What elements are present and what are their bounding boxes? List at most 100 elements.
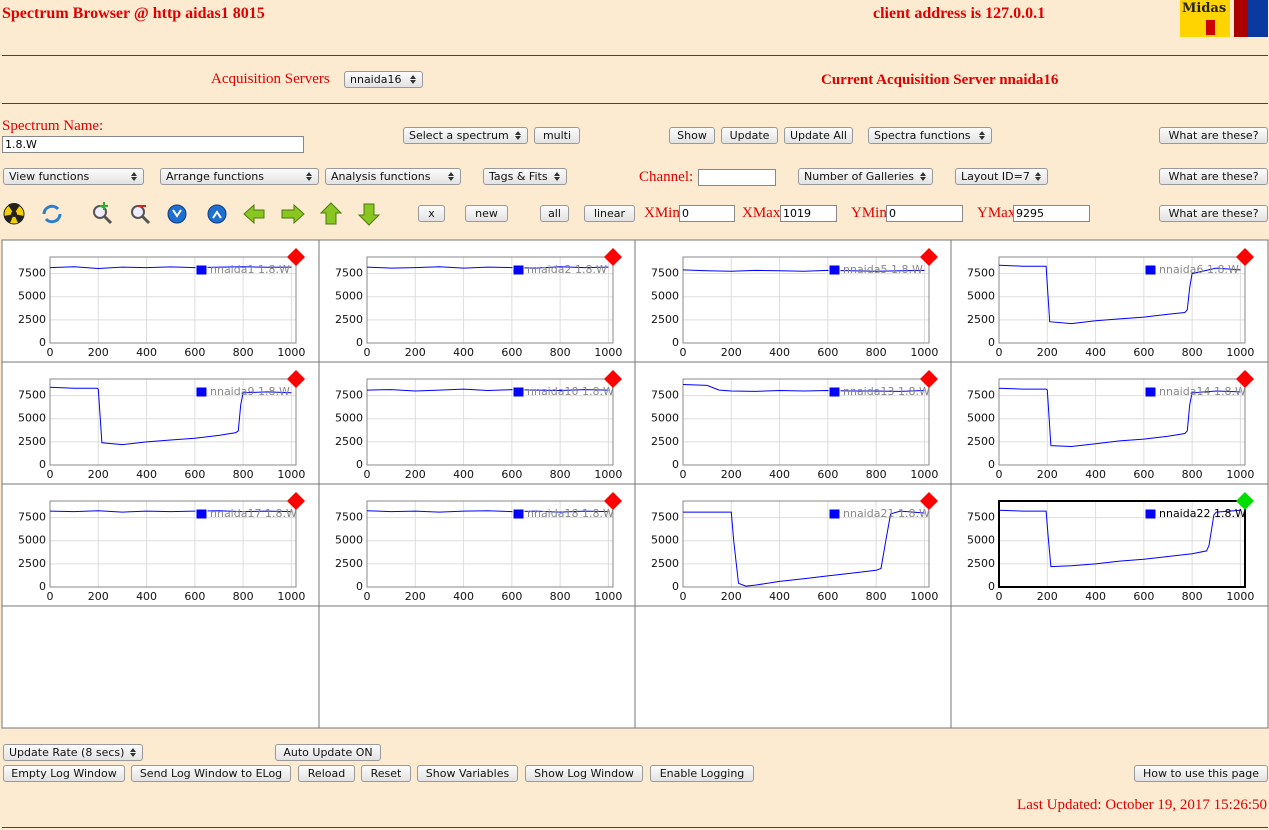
spectrum-line xyxy=(49,510,292,513)
spectrum-line xyxy=(998,264,1241,325)
y-tick-label: 2500 xyxy=(335,435,363,448)
plot-frame xyxy=(49,500,297,588)
update-rate-select[interactable]: Update Rate (8 secs) xyxy=(3,744,143,761)
radiation-icon[interactable] xyxy=(3,203,25,225)
status-indicator[interactable] xyxy=(604,248,622,266)
x-tick-label: 600 xyxy=(817,346,838,359)
legend-label: nnaida17 1.8.W xyxy=(210,507,297,520)
spectrum-cell xyxy=(318,239,636,363)
footer-button[interactable]: Reload xyxy=(298,765,355,782)
y-tick-label: 7500 xyxy=(335,267,363,280)
x-tick-label: 0 xyxy=(364,468,371,481)
x-tick-label: 800 xyxy=(550,590,571,603)
x-tick-label: 600 xyxy=(184,346,205,359)
how-to-button[interactable]: How to use this page xyxy=(1134,765,1268,782)
ymax-input[interactable] xyxy=(1013,205,1090,222)
status-indicator[interactable] xyxy=(1236,248,1254,266)
xmax-label: XMax xyxy=(742,205,781,221)
y-tick-label: 5000 xyxy=(18,412,46,425)
arrange-functions-select[interactable]: Arrange functions xyxy=(160,168,319,185)
x-tick-label: 0 xyxy=(996,346,1003,359)
clear-button[interactable]: x xyxy=(418,205,445,222)
zoom-out-icon[interactable] xyxy=(131,205,151,225)
status-indicator[interactable] xyxy=(920,370,938,388)
tags-fits-select[interactable]: Tags & Fits xyxy=(483,168,567,185)
status-indicator[interactable] xyxy=(1236,370,1254,388)
analysis-functions-select[interactable]: Analysis functions xyxy=(325,168,461,185)
plot-frame xyxy=(366,500,614,588)
spectra-functions-select[interactable]: Spectra functions xyxy=(868,127,992,144)
left-arrow-icon[interactable] xyxy=(243,203,265,225)
expand-up-icon[interactable] xyxy=(207,204,227,224)
scale-button[interactable]: linear xyxy=(584,205,635,222)
x-tick-label: 200 xyxy=(405,590,426,603)
x-tick-label: 600 xyxy=(817,590,838,603)
spectrum-cell xyxy=(634,361,952,485)
x-tick-label: 200 xyxy=(1037,590,1058,603)
galleries-select[interactable]: Number of Galleries xyxy=(798,168,933,185)
separator xyxy=(2,55,1268,56)
auto-update-button[interactable]: Auto Update ON xyxy=(275,744,381,761)
y-tick-label: 5000 xyxy=(651,290,679,303)
status-indicator[interactable] xyxy=(920,492,938,510)
new-button[interactable]: new xyxy=(465,205,508,222)
footer-button[interactable]: Reset xyxy=(361,765,411,782)
channel-input[interactable] xyxy=(698,169,776,186)
page-title: Spectrum Browser @ http aidas1 8015 xyxy=(2,5,265,22)
view-functions-select[interactable]: View functions xyxy=(3,168,144,185)
update-all-button[interactable]: Update All xyxy=(784,127,853,144)
help-button[interactable]: What are these? xyxy=(1159,205,1268,222)
status-indicator[interactable] xyxy=(604,492,622,510)
spectrum-cell xyxy=(950,239,1269,363)
help-button[interactable]: What are these? xyxy=(1159,127,1268,144)
status-indicator[interactable] xyxy=(287,248,305,266)
y-tick-label: 5000 xyxy=(335,534,363,547)
footer-button[interactable]: Send Log Window to ELog xyxy=(131,765,291,782)
plot-frame xyxy=(682,378,930,466)
spectrum-select[interactable]: Select a spectrum xyxy=(403,127,528,144)
help-button[interactable]: What are these? xyxy=(1159,168,1268,185)
xmin-input[interactable] xyxy=(679,205,735,222)
spectrum-cell xyxy=(634,239,952,363)
ymin-input[interactable] xyxy=(886,205,963,222)
y-tick-label: 2500 xyxy=(18,557,46,570)
all-button[interactable]: all xyxy=(540,205,569,222)
xmax-input[interactable] xyxy=(780,205,837,222)
y-tick-label: 5000 xyxy=(335,412,363,425)
x-tick-label: 0 xyxy=(47,346,54,359)
status-indicator[interactable] xyxy=(287,370,305,388)
footer-button[interactable]: Enable Logging xyxy=(650,765,754,782)
legend-swatch xyxy=(512,264,525,276)
show-button[interactable]: Show xyxy=(669,127,715,144)
layout-select[interactable]: Layout ID=7 xyxy=(955,168,1048,185)
zoom-in-icon[interactable] xyxy=(93,202,113,225)
multi-button[interactable]: multi xyxy=(534,127,580,144)
footer-button[interactable]: Show Log Window xyxy=(525,765,643,782)
expand-down-icon[interactable] xyxy=(167,204,187,224)
status-indicator[interactable] xyxy=(1236,492,1254,510)
status-indicator[interactable] xyxy=(287,492,305,510)
y-tick-label: 0 xyxy=(39,458,46,471)
server-select[interactable]: nnaida16 xyxy=(344,71,423,88)
footer-button[interactable]: Show Variables xyxy=(417,765,518,782)
y-tick-label: 5000 xyxy=(967,412,995,425)
refresh-icon[interactable] xyxy=(42,204,62,224)
footer-button[interactable]: Empty Log Window xyxy=(3,765,125,782)
x-tick-label: 600 xyxy=(501,346,522,359)
status-indicator[interactable] xyxy=(920,248,938,266)
x-tick-label: 400 xyxy=(136,346,157,359)
right-arrow-icon[interactable] xyxy=(281,203,305,225)
y-tick-label: 2500 xyxy=(967,435,995,448)
toolbar-icons xyxy=(3,202,381,226)
spectrum-input[interactable] xyxy=(2,136,304,153)
down-arrow-icon[interactable] xyxy=(357,203,381,226)
ymin-label: YMin xyxy=(851,205,887,221)
x-tick-label: 800 xyxy=(550,468,571,481)
x-tick-label: 0 xyxy=(364,346,371,359)
midas-logo: Midas xyxy=(1180,0,1230,37)
x-tick-label: 200 xyxy=(405,468,426,481)
up-arrow-icon[interactable] xyxy=(319,202,343,225)
update-button[interactable]: Update xyxy=(721,127,778,144)
status-indicator[interactable] xyxy=(604,370,622,388)
y-tick-label: 7500 xyxy=(335,389,363,402)
